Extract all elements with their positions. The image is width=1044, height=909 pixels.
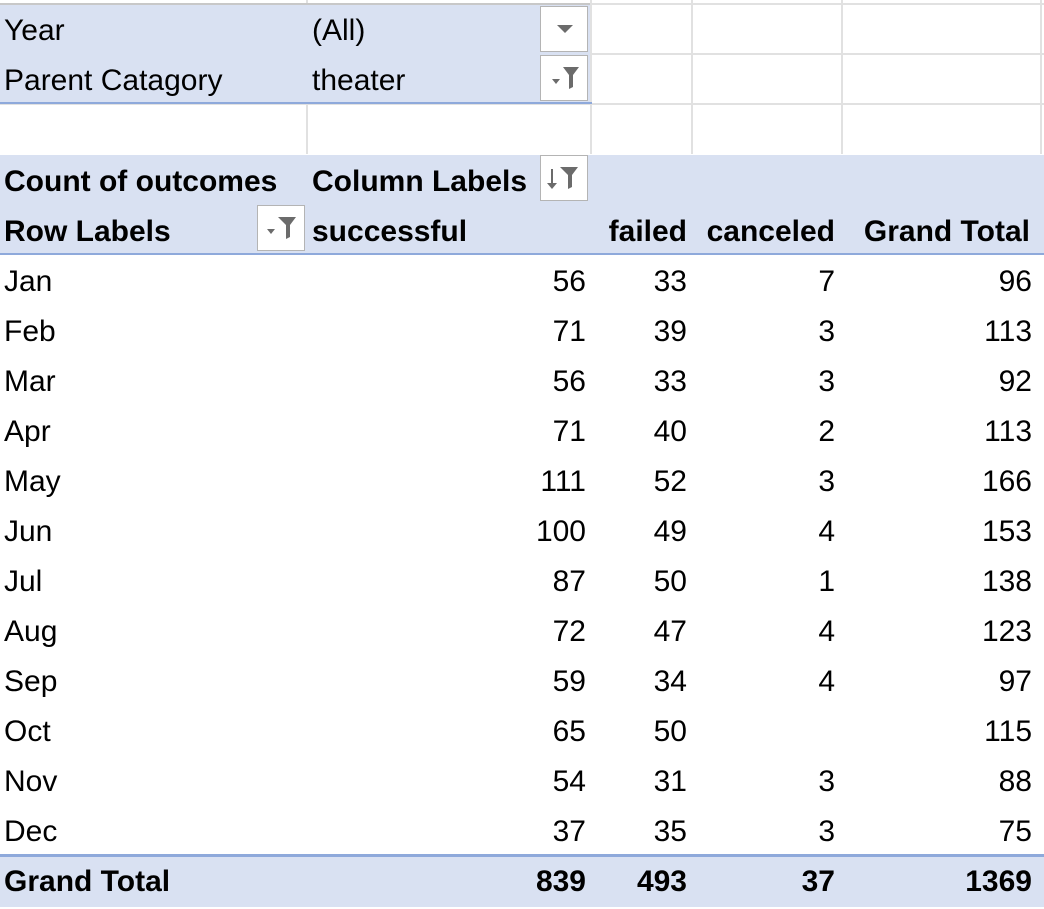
filter-area [0,4,590,103]
gridline [590,3,1044,5]
grand-total-canceled: 37 [801,865,835,898]
cell-successful[interactable]: 87 [552,565,586,598]
cell-grand-total[interactable]: 97 [998,665,1032,698]
cell-canceled[interactable]: 4 [818,665,835,698]
cell-failed[interactable]: 33 [653,365,687,398]
row-labels-header: Row Labels [4,215,171,248]
cell-failed[interactable]: 40 [653,415,687,448]
cell-canceled[interactable]: 3 [818,315,835,348]
cell-failed[interactable]: 50 [653,715,687,748]
cell-canceled[interactable]: 1 [818,565,835,598]
cell-successful[interactable]: 56 [552,265,586,298]
filter-value-year: (All) [312,14,366,47]
row-label[interactable]: Jan [4,265,53,298]
cell-successful[interactable]: 111 [540,465,586,498]
cell-grand-total[interactable]: 153 [981,515,1032,548]
row-label[interactable]: Dec [4,815,58,848]
row-labels-filter-button[interactable] [257,205,305,251]
pivot-header-rule [0,253,1044,255]
cell-successful[interactable]: 56 [552,365,586,398]
column-labels-header: Column Labels [312,165,528,198]
grand-total-failed: 493 [636,865,687,898]
cell-failed[interactable]: 47 [653,615,687,648]
cell-canceled[interactable]: 3 [818,765,835,798]
grand-total-label: Grand Total [4,865,171,898]
row-label[interactable]: Oct [4,715,51,748]
cell-failed[interactable]: 49 [653,515,687,548]
filter-bottom-border [0,102,592,104]
gridline [691,0,693,154]
cell-grand-total[interactable]: 113 [984,315,1032,348]
cell-grand-total[interactable]: 166 [981,465,1032,498]
gridline [590,53,1044,55]
row-label[interactable]: Feb [4,315,56,348]
cell-grand-total[interactable]: 113 [984,415,1032,448]
gridline [590,0,592,154]
row-label[interactable]: May [4,465,61,498]
cell-canceled[interactable]: 3 [818,465,835,498]
cell-failed[interactable]: 35 [653,815,687,848]
cell-canceled[interactable]: 3 [818,365,835,398]
grand-total-total: 1369 [965,865,1032,898]
parent-category-filter-button[interactable] [540,55,588,101]
filter-top-border [0,3,590,5]
cell-failed[interactable]: 50 [653,565,687,598]
cell-failed[interactable]: 33 [653,265,687,298]
filter-applied-icon [267,217,296,239]
row-label[interactable]: Aug [4,615,58,648]
cell-successful[interactable]: 100 [535,515,586,548]
cell-failed[interactable]: 39 [653,315,687,348]
row-label[interactable]: Sep [4,665,58,698]
cell-canceled[interactable]: 4 [818,515,835,548]
gridline [590,103,1044,105]
row-label[interactable]: Jun [4,515,53,548]
column-header-failed: failed [608,215,687,248]
cell-grand-total[interactable]: 96 [998,265,1032,298]
cell-successful[interactable]: 65 [552,715,586,748]
cell-canceled[interactable]: 2 [818,415,835,448]
column-labels-filter-button[interactable] [540,155,588,201]
value-field-label: Count of outcomes [4,165,278,198]
gridline [0,103,590,105]
gridline [841,0,843,154]
cell-grand-total[interactable]: 92 [998,365,1032,398]
cell-successful[interactable]: 71 [552,415,586,448]
cell-grand-total[interactable]: 115 [984,715,1032,748]
row-label[interactable]: Jul [4,565,43,598]
grand-total-successful: 839 [535,865,586,898]
filter-label-parent-category: Parent Catagory [4,64,223,97]
cell-canceled[interactable]: 3 [818,815,835,848]
cell-failed[interactable]: 34 [653,665,687,698]
cell-successful[interactable]: 37 [552,815,586,848]
column-header-grand-total: Grand Total [863,215,1030,248]
column-header-successful: successful [312,215,468,248]
row-label[interactable]: Mar [4,365,56,398]
cell-successful[interactable]: 71 [552,315,586,348]
pivot-header-band [0,155,1044,254]
cell-grand-total[interactable]: 88 [998,765,1032,798]
cell-successful[interactable]: 54 [552,765,586,798]
cell-failed[interactable]: 31 [653,765,687,798]
cell-successful[interactable]: 59 [552,665,586,698]
cell-canceled[interactable]: 7 [818,265,835,298]
filter-applied-icon [552,67,579,89]
cell-grand-total[interactable]: 123 [981,615,1032,648]
cell-successful[interactable]: 72 [552,615,586,648]
grand-total-band [0,857,1044,907]
row-label[interactable]: Apr [4,415,51,448]
year-filter-dropdown-button[interactable] [540,6,588,52]
gridline [1040,0,1042,154]
cell-canceled[interactable]: 4 [818,615,835,648]
filter-label-year: Year [4,14,65,47]
filter-value-parent-category: theater [312,64,406,97]
cell-failed[interactable]: 52 [653,465,687,498]
cell-grand-total[interactable]: 138 [981,565,1032,598]
row-label[interactable]: Nov [4,765,58,798]
column-header-canceled: canceled [706,215,835,248]
dropdown-arrow-icon [557,25,573,33]
sort-filter-icon [547,167,578,189]
grand-total-rule [0,854,1044,857]
cell-grand-total[interactable]: 75 [998,815,1032,848]
